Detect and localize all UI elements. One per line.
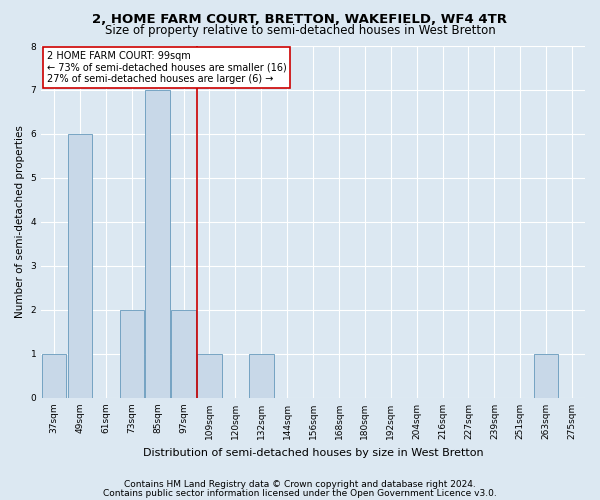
Text: Contains HM Land Registry data © Crown copyright and database right 2024.: Contains HM Land Registry data © Crown c…	[124, 480, 476, 489]
Bar	[197, 354, 222, 398]
Bar	[534, 354, 559, 398]
Bar	[119, 310, 144, 398]
Text: Size of property relative to semi-detached houses in West Bretton: Size of property relative to semi-detach…	[104, 24, 496, 37]
Y-axis label: Number of semi-detached properties: Number of semi-detached properties	[15, 126, 25, 318]
Text: Contains public sector information licensed under the Open Government Licence v3: Contains public sector information licen…	[103, 489, 497, 498]
Bar	[171, 310, 196, 398]
X-axis label: Distribution of semi-detached houses by size in West Bretton: Distribution of semi-detached houses by …	[143, 448, 484, 458]
Text: 2 HOME FARM COURT: 99sqm
← 73% of semi-detached houses are smaller (16)
27% of s: 2 HOME FARM COURT: 99sqm ← 73% of semi-d…	[47, 52, 286, 84]
Bar	[42, 354, 67, 398]
Bar	[145, 90, 170, 398]
Text: 2, HOME FARM COURT, BRETTON, WAKEFIELD, WF4 4TR: 2, HOME FARM COURT, BRETTON, WAKEFIELD, …	[92, 13, 508, 26]
Bar	[249, 354, 274, 398]
Bar	[68, 134, 92, 398]
